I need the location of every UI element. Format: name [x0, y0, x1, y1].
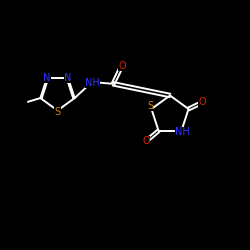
- Text: O: O: [143, 136, 150, 146]
- Text: O: O: [198, 97, 206, 107]
- Text: N: N: [64, 73, 72, 83]
- Text: N: N: [43, 73, 51, 83]
- Text: S: S: [54, 107, 60, 117]
- Text: O: O: [118, 61, 126, 71]
- Text: NH: NH: [85, 78, 100, 88]
- Text: NH: NH: [175, 127, 190, 137]
- Text: S: S: [147, 101, 153, 111]
